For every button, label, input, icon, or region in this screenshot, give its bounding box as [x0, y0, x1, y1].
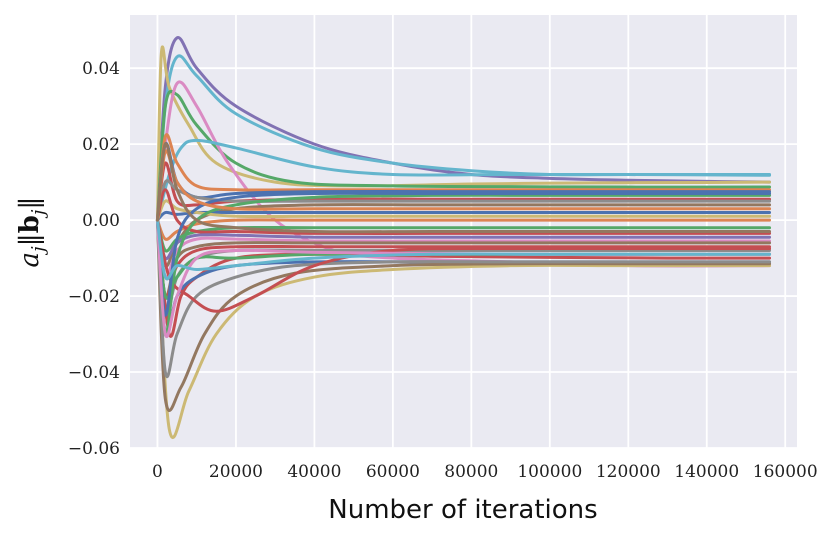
series-line-s15: [155, 218, 772, 253]
tick-labels: 0 20000 40000 60000 80000 100000 120000 140000 1…: [68, 59, 818, 482]
y-tick-label: 0.00: [82, 211, 120, 231]
series-line-s7: [155, 133, 772, 222]
y-axis-title-b: b: [15, 215, 45, 233]
y-axis-title-sub-j2: j: [28, 209, 49, 219]
x-tick-label: 160000: [753, 462, 818, 482]
series-layer: [155, 36, 772, 440]
x-tick-label: 120000: [596, 462, 661, 482]
y-tick-label: −0.02: [68, 287, 120, 307]
y-axis-title-sub-j: j: [28, 246, 49, 256]
y-axis-title: aj‖bj‖: [15, 197, 49, 268]
series-line-s13: [155, 199, 772, 222]
x-tick-label: 40000: [287, 462, 341, 482]
series-line-s3: [155, 45, 772, 222]
svg-text:aj‖bj‖: aj‖bj‖: [15, 197, 49, 268]
series-line-s17: [155, 218, 772, 261]
y-tick-label: −0.06: [68, 439, 120, 459]
series-line-s30: [155, 191, 772, 317]
x-tick-label: 60000: [366, 462, 420, 482]
series-line-s29: [155, 193, 772, 336]
x-tick-label: 20000: [209, 462, 263, 482]
y-axis-title-norm-close: ‖: [15, 197, 45, 210]
series-line-s25: [155, 218, 772, 440]
series-line-s27: [155, 218, 772, 378]
x-tick-label: 0: [152, 462, 163, 482]
x-axis-title: Number of iterations: [328, 495, 597, 525]
series-line-s6: [155, 138, 772, 222]
series-line-s9: [155, 161, 772, 222]
series-line-s10: [155, 179, 772, 222]
x-tick-label: 100000: [517, 462, 582, 482]
series-line-s16: [155, 188, 772, 236]
y-tick-label: 0.04: [82, 59, 120, 79]
series-line-s34: [155, 142, 772, 234]
grid-lines: [130, 15, 797, 449]
series-line-s4: [155, 89, 772, 222]
series-line-s28: [155, 218, 772, 313]
y-axis-title-a: a: [15, 252, 45, 268]
series-line-s26: [155, 218, 772, 412]
series-line-s1: [155, 36, 772, 222]
x-tick-label: 140000: [674, 462, 739, 482]
y-axis-title-norm-open: ‖: [15, 233, 45, 246]
x-tick-label: 80000: [444, 462, 498, 482]
y-tick-label: −0.04: [68, 363, 120, 383]
series-line-s14: [155, 218, 772, 241]
series-line-s32: [155, 218, 772, 281]
y-tick-label: 0.02: [82, 135, 120, 155]
